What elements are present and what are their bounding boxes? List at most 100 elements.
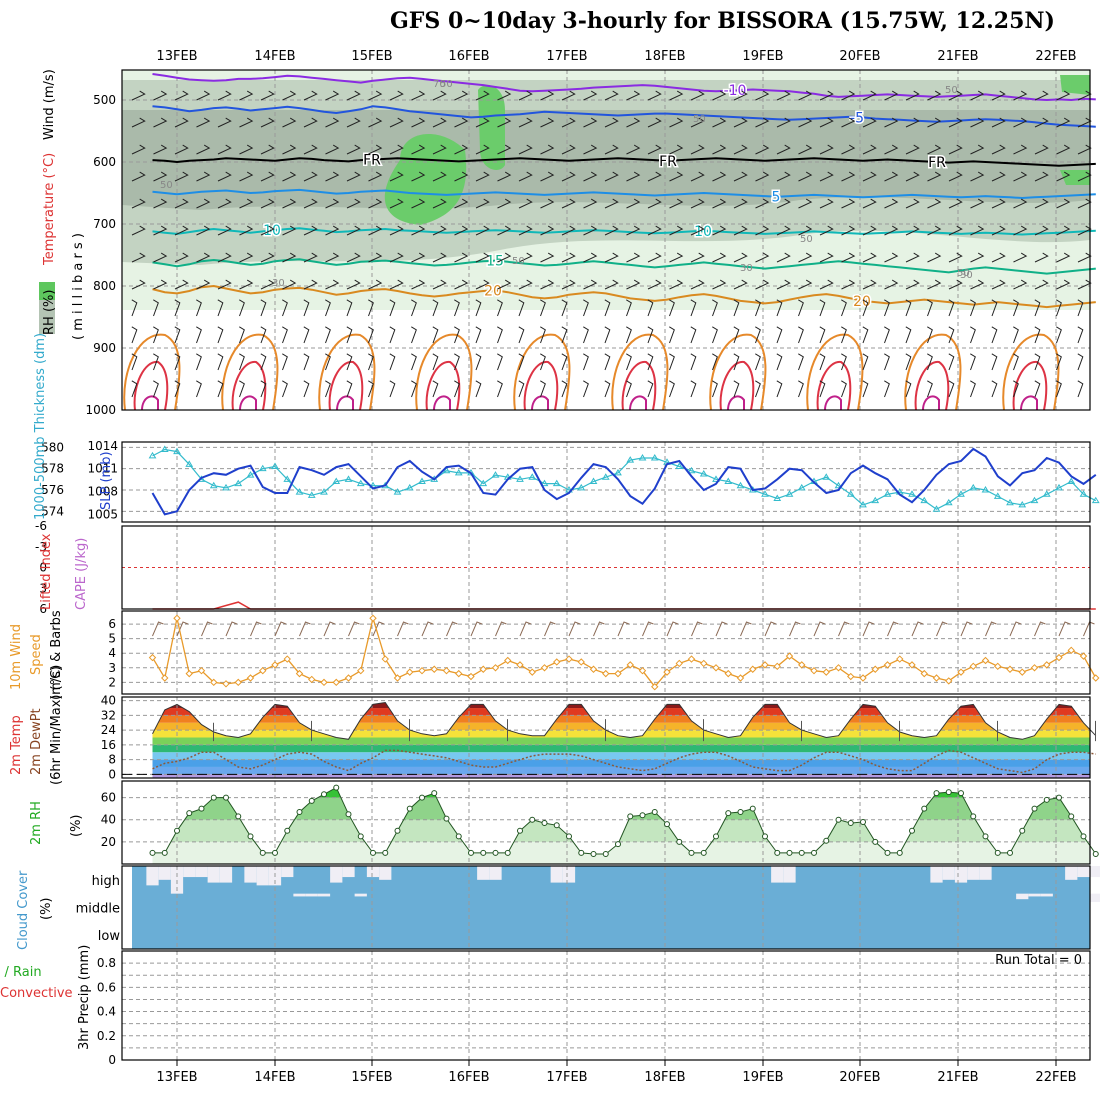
wind-barb [495,621,507,637]
wind-barb [669,326,675,344]
cloud-clear-cell [954,866,968,883]
rh-green-patch [1060,75,1090,95]
rh2-tick: 40 [101,813,116,827]
wind-barb [303,299,310,317]
wind-barb [841,380,847,398]
wind-barb [927,326,933,344]
wind-barb [196,326,202,344]
wind-barb [905,90,920,101]
wind-barb [518,353,525,371]
rh-marker [259,849,266,856]
wind-barb [544,621,556,637]
wind-barb [568,621,581,637]
wind-barb [196,198,211,209]
thickness-marker [516,475,524,482]
wind-barb [798,171,813,182]
thickness-tick: 576 [41,483,64,497]
hot-contour [133,360,169,411]
wind-barb [733,279,748,290]
temp-band [152,737,1090,745]
wind-marker [344,674,353,682]
wind-barb [884,198,899,209]
wind-barb [712,299,718,317]
wind-barb [884,326,890,344]
pressure-tick: 1000 [85,403,116,417]
thickness-marker [577,483,586,491]
wind-barb [970,326,976,344]
wind-barb [755,326,761,344]
wind-barb [927,117,942,128]
wind-barb [733,326,740,344]
rh-marker [627,813,634,820]
side-labels: RH (%) Temperature (°C) Wind (m/s) ( m i… [0,69,1082,1050]
wind-barb [970,117,985,128]
wind-barb [454,279,469,290]
wind-barb [1034,117,1049,128]
wind-barb [948,117,963,128]
wind-barb [583,353,589,371]
wind-barb [303,326,310,344]
wind-barb [838,621,850,637]
wind-barb [690,198,705,209]
wind-barb [1077,198,1092,209]
wind-barb [927,171,942,182]
rh-marker [419,794,425,801]
wind-barb [497,380,503,398]
date-label-bottom: 19FEB [742,1070,783,1085]
wind-barb [884,90,899,101]
wind-barb [669,299,675,317]
thickness-marker [1091,496,1100,504]
thickness-marker [295,488,304,495]
wind-barb [454,171,469,182]
hot-contour [231,360,267,411]
rh-marker [321,791,327,798]
thickness-marker [271,462,279,470]
wind-barb [1034,225,1049,236]
thickness-tick: 580 [41,440,64,454]
thickness-marker [491,471,500,478]
wind-barb [323,621,336,637]
thickness-marker [724,477,733,484]
wind-barb [712,380,718,398]
date-label-top: 19FEB [742,49,783,64]
wind-barb [948,171,963,182]
wind-barb [798,198,813,209]
wind-barb [948,299,955,317]
wind-marker [798,661,806,669]
wind-barb [260,380,267,398]
wind-barb [970,252,985,263]
wind-barb [583,198,598,209]
wind-barb [239,326,245,344]
date-label-bottom: 14FEB [254,1070,295,1085]
wind-marker [1092,674,1100,682]
panel-frame-upper [121,69,1091,411]
wind-barb [153,117,168,128]
wind-barb [475,326,482,344]
wind-marker [197,666,206,675]
wind-barb [540,171,555,182]
thickness-marker [883,490,892,497]
isotherm-line [152,258,1096,275]
thickness-marker [993,492,1002,499]
wind-barb [368,353,374,371]
wind-barb [432,252,447,263]
label-rh2: 2m RH [29,801,44,845]
wind-barb [841,198,856,209]
pressure-tick: 900 [93,341,116,355]
wind-barb [884,279,899,290]
wind-barb [303,252,318,263]
thickness-marker [173,447,181,455]
wind-marker [736,674,745,682]
wind-barb [819,90,834,101]
date-label-bottom: 21FEB [937,1070,978,1085]
wind-barb [519,621,532,637]
label-t2-a: 2m Temp [9,715,24,775]
rh-green-patch [478,85,505,170]
wind-barb [561,326,568,344]
thickness-marker [834,481,843,489]
wind-barb [583,144,598,155]
wind-barb [927,380,933,398]
cloud-clear-cell [305,893,318,897]
thickness-marker [712,475,720,482]
wind-barb [540,380,546,398]
